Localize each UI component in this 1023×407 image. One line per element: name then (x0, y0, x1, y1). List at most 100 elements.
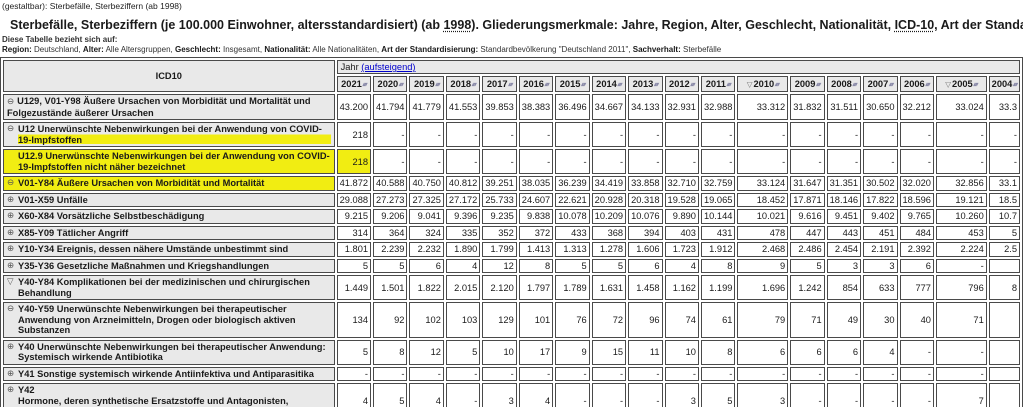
value-cell: - (826, 149, 862, 174)
value-cell: 1.449 (336, 275, 372, 300)
sort-arrows-icon[interactable]: ▴▾ (888, 82, 894, 88)
value-cell: 1.912 (700, 242, 736, 257)
sort-arrows-icon[interactable]: ▴▾ (815, 82, 821, 88)
sort-arrows-icon[interactable]: ▴▾ (398, 82, 404, 88)
title-term-icd10-link[interactable]: ICD-10 (894, 18, 935, 32)
collapse-icon[interactable]: ⊖ (7, 97, 15, 107)
annotation-flag-icon[interactable]: ▽ (746, 80, 753, 89)
value-cell: - (700, 122, 736, 147)
value-cell: 38.383 (518, 94, 554, 120)
sort-arrows-icon[interactable]: ▴▾ (1012, 82, 1018, 88)
icd10-row-label: ⊖ U129, V01-Y98 Äußere Ursachen von Morbi… (3, 94, 335, 120)
sort-arrows-icon[interactable]: ▴▾ (689, 82, 695, 88)
year-column-header-2009: 2009 ▴▾ (790, 76, 825, 92)
row-label-text: Y41 Sonstige systemisch wirkende Antiinf… (18, 368, 314, 379)
value-cell: 71 (935, 302, 987, 338)
value-cell: 9.616 (790, 209, 825, 224)
expand-icon[interactable]: ⊕ (7, 341, 15, 352)
value-cell: 8 (373, 339, 408, 365)
value-cell: 9.402 (863, 209, 898, 224)
icd10-row-label: ⊕ Y42 Hormone, deren synthetische Ersatzs… (3, 383, 335, 407)
jahr-label: Jahr (340, 62, 362, 72)
value-cell: 2.191 (863, 242, 898, 257)
year-label: 2017 (486, 79, 508, 89)
expand-icon[interactable]: ⊕ (7, 260, 15, 271)
value-cell: - (555, 122, 590, 147)
annotation-flag-icon[interactable]: ▽ (945, 80, 952, 89)
value-cell: - (899, 149, 934, 174)
sort-arrows-icon[interactable]: ▴▾ (924, 82, 930, 88)
sort-arrows-icon[interactable]: ▴▾ (616, 82, 623, 88)
value-cell: - (863, 383, 898, 407)
value-cell: - (988, 149, 1020, 174)
row-label-text: Y40 Unerwünschte Nebenwirkungen bei ther… (18, 341, 326, 363)
table-row: ⊕ X85-Y09 Tätlicher Angriff 314 364 324 335 35… (3, 225, 1020, 240)
expand-icon[interactable]: ⊕ (7, 227, 15, 238)
value-cell: 15 (591, 339, 627, 365)
sort-arrows-icon[interactable]: ▴▾ (725, 82, 732, 88)
year-label: 2011 (705, 79, 726, 89)
sort-arrows-icon[interactable]: ▴▾ (774, 82, 780, 88)
sort-arrows-icon[interactable]: ▴▾ (851, 82, 858, 88)
value-cell: - (482, 366, 517, 381)
value-cell: - (518, 149, 554, 174)
value-cell: - (409, 149, 444, 174)
table-row: ⊖ Y40-Y59 Unerwünschte Nebenwirkungen bei… (3, 302, 1020, 338)
expand-icon[interactable]: ⊕ (7, 385, 15, 395)
sort-ascending-link[interactable]: (aufsteigend) (361, 62, 416, 72)
sort-arrows-icon[interactable]: ▴▾ (580, 82, 586, 88)
value-cell: 3 (826, 258, 862, 273)
value-cell: 33.858 (628, 176, 663, 191)
table-row: ⊕ Y10-Y34 Ereignis, dessen nähere Umständ… (3, 242, 1020, 257)
icd10-row-label: ⊕ Y40 Unerwünschte Nebenwirkungen bei the… (3, 339, 335, 365)
year-label: 2018 (450, 79, 472, 89)
sort-arrows-icon[interactable]: ▴▾ (361, 82, 367, 88)
value-cell: 9 (737, 258, 789, 273)
value-cell: 1.789 (555, 275, 590, 300)
expand-icon[interactable]: ⊕ (7, 194, 15, 205)
value-cell: 443 (826, 225, 862, 240)
value-cell: 1.801 (336, 242, 372, 257)
expand-icon[interactable]: ⊕ (7, 211, 15, 221)
value-cell: 33.024 (935, 94, 987, 120)
value-cell: - (591, 366, 627, 381)
value-cell: 31.832 (790, 94, 825, 120)
year-label: 2004 (991, 79, 1013, 89)
sort-arrows-icon[interactable]: ▴▾ (972, 82, 978, 88)
year-label: 2013 (632, 79, 654, 89)
value-cell: 2.015 (445, 275, 481, 300)
value-cell (988, 383, 1020, 407)
value-cell: 4 (664, 258, 699, 273)
expand-icon[interactable]: ⊕ (7, 244, 15, 254)
title-term-1998-link[interactable]: 1998 (443, 18, 472, 32)
value-cell: 6 (737, 339, 789, 365)
value-cell: 38.035 (518, 176, 554, 191)
sort-arrows-icon[interactable]: ▴▾ (543, 82, 550, 88)
sort-arrows-icon[interactable]: ▴▾ (434, 82, 440, 88)
scope-intro: Diese Tabelle bezieht sich auf: (2, 35, 118, 44)
sort-arrows-icon[interactable]: ▴▾ (471, 82, 477, 88)
sort-arrows-icon[interactable]: ▴▾ (507, 82, 513, 88)
collapse-icon[interactable]: ⊖ (7, 124, 15, 134)
value-cell: 134 (336, 302, 372, 338)
year-label: 2019 (413, 79, 435, 89)
table-row: ▽ Y40-Y84 Komplikationen bei der medizini… (3, 275, 1020, 300)
annotation-flag-icon[interactable]: ▽ (7, 277, 14, 287)
statistics-table: ICD10 Jahr (aufsteigend) 2021 ▴▾ 2020 ▴▾ 201… (0, 57, 1023, 407)
value-cell: 2.5 (988, 242, 1020, 257)
value-cell: - (664, 122, 699, 147)
row-label-text: U12 Unerwünschte Nebenwirkungen bei der … (18, 124, 331, 145)
value-cell: 27.325 (409, 192, 444, 207)
value-cell: 4 (445, 258, 481, 273)
value-cell: 394 (628, 225, 663, 240)
sort-arrows-icon[interactable]: ▴▾ (653, 82, 659, 88)
value-cell: 352 (482, 225, 517, 240)
year-label: 2012 (669, 79, 690, 89)
expand-icon[interactable]: ⊕ (7, 368, 15, 379)
value-cell: - (826, 366, 862, 381)
collapse-icon[interactable]: ⊖ (7, 304, 15, 314)
year-column-header-2015: 2015 ▴▾ (555, 76, 590, 92)
value-cell: 9 (555, 339, 590, 365)
collapse-icon[interactable]: ⊖ (7, 178, 15, 188)
year-label: 2010 (753, 79, 775, 89)
